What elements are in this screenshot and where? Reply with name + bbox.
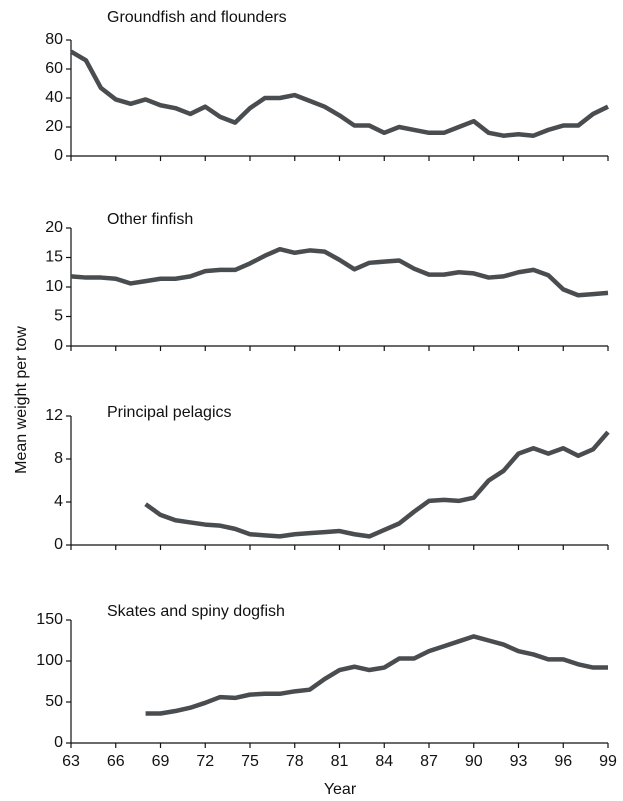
x-tick-label: 75 xyxy=(241,753,259,770)
y-tick-label: 60 xyxy=(45,60,63,77)
y-tick-label: 10 xyxy=(45,278,63,295)
x-tick-label: 84 xyxy=(375,753,393,770)
y-tick-label: 15 xyxy=(45,249,63,266)
x-tick-label: 90 xyxy=(465,753,483,770)
x-tick-label: 63 xyxy=(62,753,80,770)
y-tick-label: 20 xyxy=(45,219,63,236)
y-tick-label: 0 xyxy=(54,337,63,354)
x-tick-label: 78 xyxy=(286,753,304,770)
y-tick-label: 50 xyxy=(45,693,63,710)
data-line xyxy=(69,49,609,138)
x-axis-label: Year xyxy=(324,781,357,798)
x-tick-label: 66 xyxy=(107,753,125,770)
data-line xyxy=(145,634,608,716)
y-tick-label: 0 xyxy=(54,147,63,164)
x-tick-label: 72 xyxy=(196,753,214,770)
x-tick-label: 93 xyxy=(510,753,528,770)
y-axis-label: Mean weight per tow xyxy=(13,326,30,474)
y-tick-label: 8 xyxy=(54,450,63,467)
y-tick-label: 100 xyxy=(36,652,63,669)
x-tick-label: 81 xyxy=(331,753,349,770)
x-tick-label: 96 xyxy=(554,753,572,770)
y-tick-label: 80 xyxy=(45,31,63,48)
panel-title: Skates and spiny dogfish xyxy=(107,603,285,620)
y-tick-label: 0 xyxy=(54,734,63,751)
x-tick-label: 99 xyxy=(599,753,617,770)
y-tick-label: 4 xyxy=(54,493,63,510)
y-tick-label: 12 xyxy=(45,407,63,424)
y-tick-label: 20 xyxy=(45,118,63,135)
y-tick-label: 0 xyxy=(54,536,63,553)
panel-title: Groundfish and flounders xyxy=(107,9,287,26)
y-tick-label: 40 xyxy=(45,89,63,106)
data-line xyxy=(70,246,609,298)
x-tick-label: 69 xyxy=(152,753,170,770)
y-tick-label: 150 xyxy=(36,611,63,628)
panel-title: Principal pelagics xyxy=(107,404,232,421)
x-tick-label: 87 xyxy=(420,753,438,770)
y-tick-label: 5 xyxy=(54,308,63,325)
data-line xyxy=(144,430,610,539)
panel-title: Other finfish xyxy=(107,211,193,228)
